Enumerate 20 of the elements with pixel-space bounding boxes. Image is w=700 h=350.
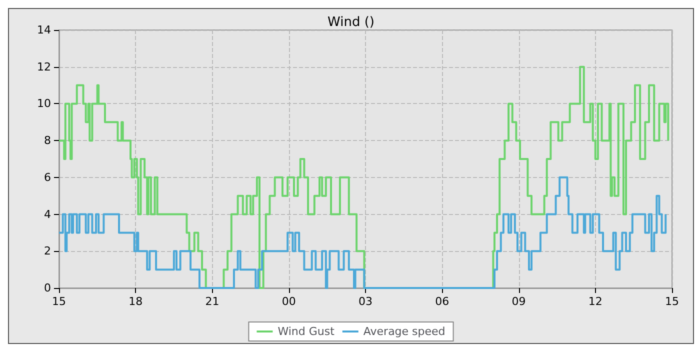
y-tick-label: 14 xyxy=(37,24,51,36)
x-tick-label: 00 xyxy=(282,295,296,308)
y-tick-label: 2 xyxy=(44,244,51,258)
x-tick-label: 15 xyxy=(52,295,66,308)
y-tick-label: 8 xyxy=(44,134,51,148)
x-tick-label: 12 xyxy=(588,295,602,308)
x-tick-label: 06 xyxy=(435,295,450,308)
y-tick-label: 0 xyxy=(44,282,51,294)
x-tick-label: 21 xyxy=(205,295,220,308)
y-tick-label: 10 xyxy=(37,97,51,110)
x-tick-label: 15 xyxy=(665,295,679,308)
chart-title: Wind () xyxy=(328,15,374,30)
legend-label: Average speed xyxy=(363,325,446,338)
x-tick-label: 09 xyxy=(512,295,526,308)
x-tick-label: 03 xyxy=(358,295,372,308)
x-tick-label: 18 xyxy=(128,295,143,308)
y-tick-label: 12 xyxy=(37,60,51,74)
legend-label: Wind Gust xyxy=(278,325,336,338)
y-tick-label: 4 xyxy=(44,208,51,221)
y-tick-label: 6 xyxy=(44,170,51,184)
